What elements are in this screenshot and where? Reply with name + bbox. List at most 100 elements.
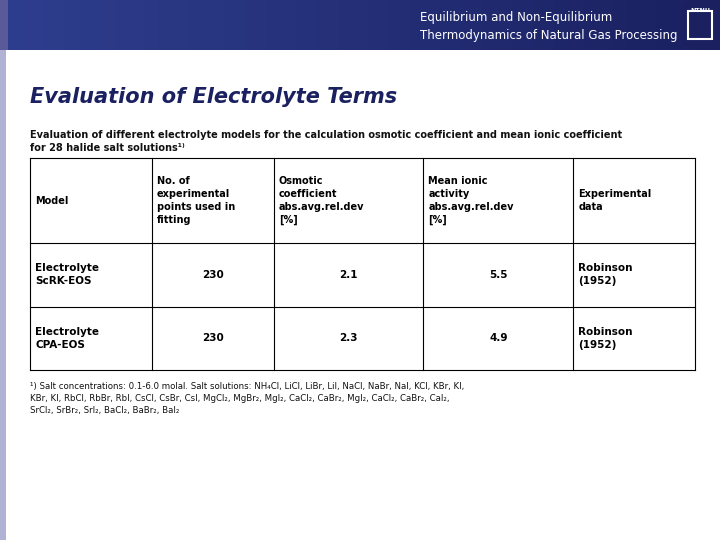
Bar <box>554 0 562 50</box>
Bar <box>202 0 209 50</box>
Bar <box>619 0 626 50</box>
Bar <box>662 0 670 50</box>
Bar <box>511 0 518 50</box>
Text: Robinson
(1952): Robinson (1952) <box>578 327 633 350</box>
Text: Robinson
(1952): Robinson (1952) <box>578 263 633 286</box>
Bar <box>706 0 713 50</box>
Bar <box>238 0 245 50</box>
Bar <box>475 0 482 50</box>
Bar <box>43 0 50 50</box>
Bar <box>439 0 446 50</box>
Bar <box>562 0 569 50</box>
Bar <box>173 0 180 50</box>
Bar <box>0 0 8 50</box>
Bar <box>58 0 65 50</box>
Bar <box>230 0 238 50</box>
Bar <box>274 0 281 50</box>
Bar <box>65 0 72 50</box>
Bar <box>281 0 288 50</box>
Text: 230: 230 <box>202 270 224 280</box>
Bar <box>14 0 22 50</box>
Bar <box>367 0 374 50</box>
Bar <box>655 0 662 50</box>
Bar <box>634 0 641 50</box>
Bar <box>626 0 634 50</box>
Bar <box>101 0 108 50</box>
Bar <box>310 0 317 50</box>
Bar <box>137 0 144 50</box>
Bar <box>677 0 684 50</box>
Bar <box>461 0 468 50</box>
Bar <box>338 0 346 50</box>
Bar <box>302 0 310 50</box>
Bar <box>0 0 7 50</box>
Bar <box>374 0 382 50</box>
Bar <box>490 0 497 50</box>
Bar <box>151 0 158 50</box>
Bar <box>583 0 590 50</box>
Bar <box>454 0 461 50</box>
Text: 2.3: 2.3 <box>339 333 358 343</box>
Bar <box>403 0 410 50</box>
Bar <box>36 0 43 50</box>
Text: No. of
experimental
points used in
fitting: No. of experimental points used in fitti… <box>157 176 235 225</box>
Bar <box>691 0 698 50</box>
Bar <box>7 0 14 50</box>
Bar <box>29 0 36 50</box>
Bar <box>540 0 547 50</box>
Bar <box>482 0 490 50</box>
Bar <box>122 0 130 50</box>
Bar <box>22 0 29 50</box>
Bar <box>590 0 598 50</box>
Text: ¹) Salt concentrations: 0.1-6.0 molal. Salt solutions: NH₄Cl, LiCl, LiBr, LiI, N: ¹) Salt concentrations: 0.1-6.0 molal. S… <box>30 382 464 391</box>
Bar <box>144 0 151 50</box>
Text: 5.5: 5.5 <box>489 270 508 280</box>
Text: Electrolyte
CPA-EOS: Electrolyte CPA-EOS <box>35 327 99 350</box>
Bar <box>180 0 187 50</box>
Bar <box>396 0 403 50</box>
Bar <box>425 0 432 50</box>
Text: 2.1: 2.1 <box>339 270 358 280</box>
Bar <box>166 0 173 50</box>
Bar <box>295 0 302 50</box>
Bar <box>576 0 583 50</box>
Bar <box>598 0 605 50</box>
Bar <box>418 0 425 50</box>
Bar <box>605 0 612 50</box>
Bar <box>194 0 202 50</box>
Text: Osmotic
coefficient
abs.avg.rel.dev
[%]: Osmotic coefficient abs.avg.rel.dev [%] <box>279 176 364 225</box>
Bar <box>518 0 526 50</box>
Bar <box>389 0 396 50</box>
Bar <box>216 0 223 50</box>
Text: NTNU: NTNU <box>690 8 710 13</box>
Bar <box>670 0 677 50</box>
Bar <box>0 50 6 540</box>
Bar <box>432 0 439 50</box>
Bar <box>648 0 655 50</box>
Bar <box>688 11 712 39</box>
Bar <box>187 0 194 50</box>
Bar <box>526 0 533 50</box>
Bar <box>288 0 295 50</box>
Bar <box>259 0 266 50</box>
Bar <box>86 0 94 50</box>
Bar <box>684 0 691 50</box>
Bar <box>547 0 554 50</box>
Bar <box>533 0 540 50</box>
Bar <box>446 0 454 50</box>
Text: Evaluation of different electrolyte models for the calculation osmotic coefficie: Evaluation of different electrolyte mode… <box>30 130 622 140</box>
Text: Model: Model <box>35 195 68 206</box>
Bar <box>223 0 230 50</box>
Bar <box>94 0 101 50</box>
Text: Equilibrium and Non-Equilibrium: Equilibrium and Non-Equilibrium <box>420 11 612 24</box>
Text: 230: 230 <box>202 333 224 343</box>
Bar <box>468 0 475 50</box>
Text: Thermodynamics of Natural Gas Processing: Thermodynamics of Natural Gas Processing <box>420 30 678 43</box>
Text: for 28 halide salt solutions¹⁾: for 28 halide salt solutions¹⁾ <box>30 143 185 153</box>
Bar <box>698 0 706 50</box>
Text: Evaluation of Electrolyte Terms: Evaluation of Electrolyte Terms <box>30 87 397 107</box>
Bar <box>410 0 418 50</box>
Bar <box>50 0 58 50</box>
Bar <box>683 3 717 47</box>
Bar <box>252 0 259 50</box>
